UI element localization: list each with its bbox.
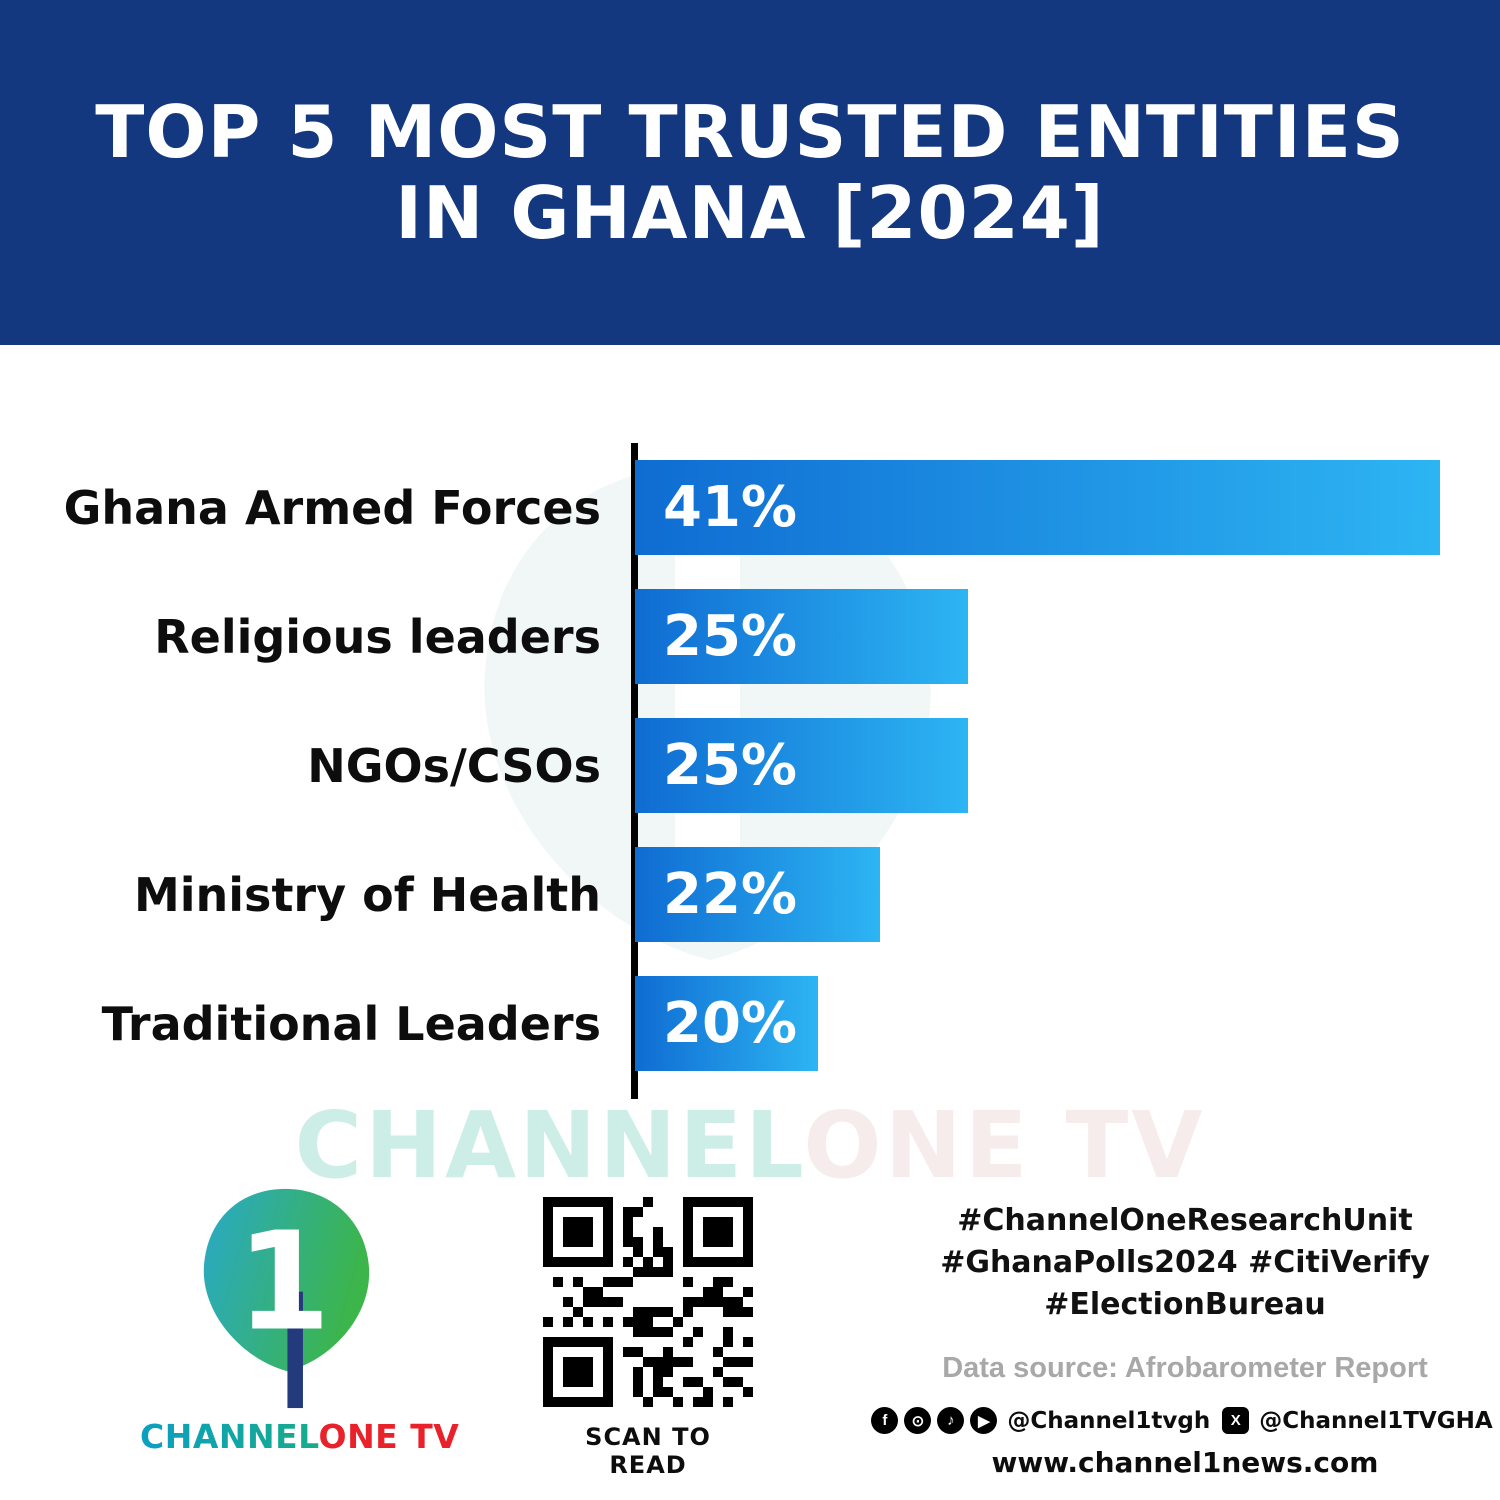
bar-category-label: Ghana Armed Forces — [63, 480, 601, 535]
hashtag-line-3: #ElectionBureau — [1044, 1287, 1326, 1322]
bar-chart: Ghana Armed Forces 41% Religious leaders… — [0, 443, 1500, 1105]
hashtag-line-1: #ChannelOneResearchUnit — [957, 1203, 1413, 1238]
bar-category-label: NGOs/CSOs — [307, 738, 601, 793]
bar-category-label: Traditional Leaders — [101, 996, 601, 1051]
social-handle-2: @Channel1TVGHA — [1259, 1407, 1493, 1434]
brand-one-tv-text: ONE TV — [318, 1417, 460, 1456]
bar: 25% — [635, 718, 969, 813]
social-handle-1: @Channel1tvgh — [1007, 1407, 1211, 1434]
title-line-2: IN GHANA [2024] — [395, 170, 1105, 255]
social-row: f ⊙ ♪ ▶ @Channel1tvgh X @Channel1TVGHA — [871, 1407, 1493, 1434]
bar: 20% — [635, 976, 818, 1071]
bar: 25% — [635, 589, 969, 684]
channel-one-logo-icon: 1 — [203, 1188, 369, 1409]
svg-text:1: 1 — [236, 1204, 330, 1362]
bar-value-label: 41% — [663, 475, 798, 540]
bar-row: NGOs/CSOs 25% — [0, 718, 1500, 813]
instagram-icon: ⊙ — [904, 1407, 932, 1434]
brand-wordmark: CHANNELONE TV — [140, 1417, 459, 1456]
qr-block: SCAN TO READ — [542, 1197, 754, 1479]
watermark-part-1: CHANNEL — [294, 1092, 804, 1199]
bar-track: 20% — [635, 976, 1440, 1071]
watermark-part-2: ONE TV — [803, 1092, 1206, 1199]
bar-value-label: 25% — [663, 733, 798, 798]
bar-row: Traditional Leaders 20% — [0, 976, 1500, 1071]
bar-row: Religious leaders 25% — [0, 589, 1500, 684]
channel-one-text-watermark: CHANNELONE TV — [0, 1092, 1500, 1199]
bar-category-label: Religious leaders — [154, 609, 601, 664]
bar-row: Ghana Armed Forces 41% — [0, 460, 1500, 555]
x-icon: X — [1222, 1407, 1250, 1434]
bar-value-label: 22% — [663, 862, 798, 927]
bar-track: 22% — [635, 847, 1440, 942]
website-url: www.channel1news.com — [991, 1446, 1379, 1479]
header-banner: TOP 5 MOST TRUSTED ENTITIES IN GHANA [20… — [0, 0, 1500, 345]
chart-axis-line — [631, 443, 638, 1099]
title-line-1: TOP 5 MOST TRUSTED ENTITIES — [95, 89, 1405, 174]
bar-track: 25% — [635, 589, 1440, 684]
bar-value-label: 20% — [663, 991, 798, 1056]
data-source-text: Data source: Afrobarometer Report — [942, 1352, 1428, 1384]
bar-category-label: Ministry of Health — [134, 867, 601, 922]
youtube-icon: ▶ — [970, 1407, 998, 1434]
hashtag-line-2: #GhanaPolls2024 #CitiVerify — [940, 1245, 1430, 1280]
bar: 41% — [635, 460, 1440, 555]
facebook-icon: f — [871, 1407, 899, 1434]
footer-info-block: #ChannelOneResearchUnit #GhanaPolls2024 … — [871, 1200, 1493, 1479]
tiktok-icon: ♪ — [937, 1407, 965, 1434]
bar-track: 41% — [635, 460, 1440, 555]
qr-code — [543, 1197, 753, 1407]
qr-caption: SCAN TO READ — [585, 1423, 711, 1479]
channel-one-logo-block: 1 CHANNELONE TV — [140, 1185, 459, 1456]
brand-channel-text: CHANNEL — [140, 1417, 319, 1456]
hashtags: #ChannelOneResearchUnit #GhanaPolls2024 … — [905, 1200, 1465, 1326]
bar-value-label: 25% — [663, 604, 798, 669]
bar-rows-container: Ghana Armed Forces 41% Religious leaders… — [0, 460, 1500, 1071]
bar: 22% — [635, 847, 880, 942]
bar-row: Ministry of Health 22% — [0, 847, 1500, 942]
bar-track: 25% — [635, 718, 1440, 813]
